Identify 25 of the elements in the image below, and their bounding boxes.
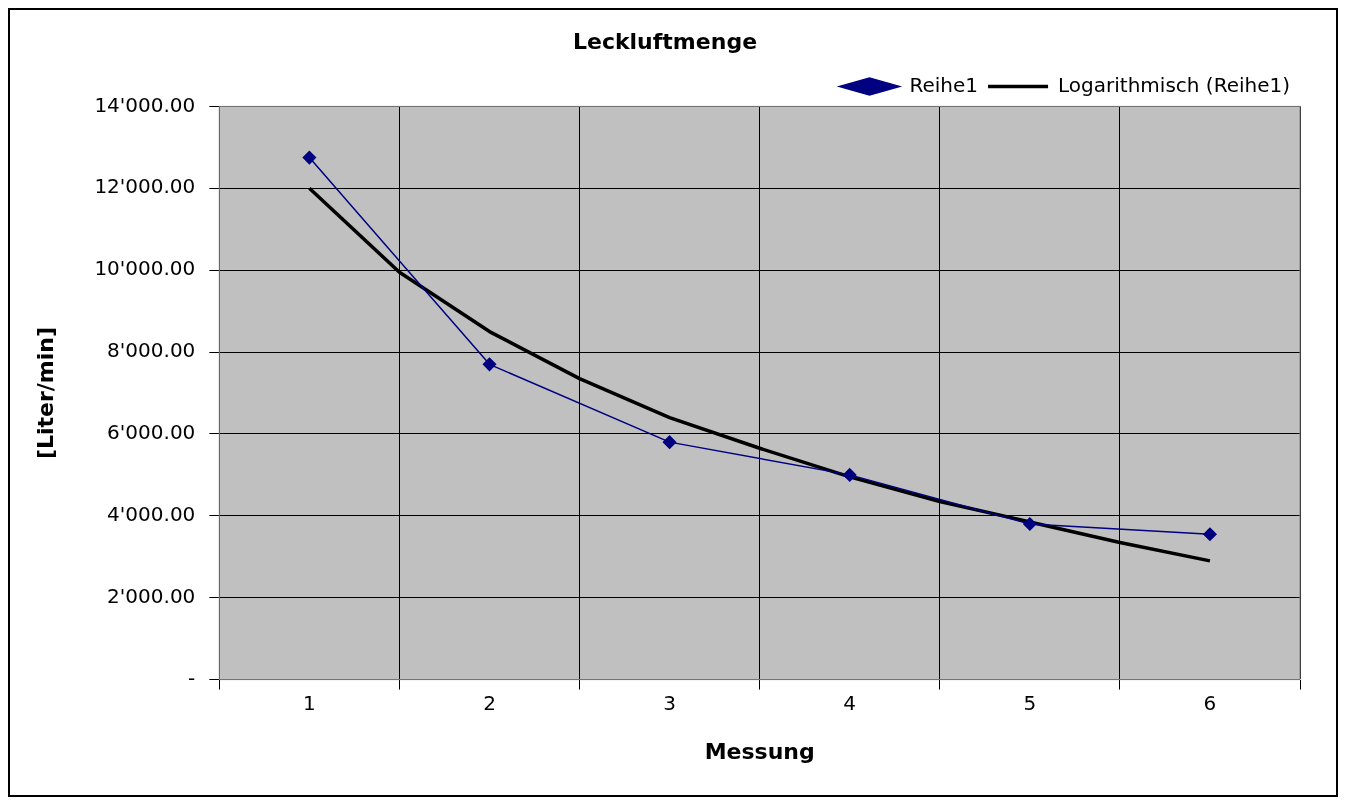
legend-label: Reihe1 (909, 72, 979, 97)
y-tick-label: 4'000.00 (107, 502, 196, 527)
y-tick-label: 2'000.00 (107, 583, 196, 608)
y-tick-label: 8'000.00 (107, 338, 196, 363)
x-tick-label: 3 (663, 690, 676, 715)
x-tick-label: 6 (1203, 690, 1217, 715)
x-tick-label: 4 (843, 690, 857, 715)
point (302, 150, 317, 165)
point (842, 468, 857, 482)
x-axis-title: Messung (704, 738, 815, 764)
x-tick-label: 1 (303, 690, 316, 715)
y-tick-label: 12'000.00 (94, 174, 196, 199)
y-axis-title: [Liter/min] (32, 326, 58, 460)
x-tick-label: 5 (1023, 690, 1037, 715)
y-tick-label: 14'000.00 (94, 92, 196, 117)
y-tick-label: 10'000.00 (94, 256, 196, 281)
y-tick-label: 6'000.00 (107, 420, 196, 445)
chart-title: Leckluftmenge (572, 28, 758, 54)
point (662, 435, 677, 449)
point (1023, 517, 1037, 531)
y-tick-label: - (188, 665, 196, 690)
point (482, 357, 497, 372)
legend-label: Logarithmisch (Reihe1) (1058, 72, 1290, 97)
x-tick-label: 2 (483, 690, 496, 715)
point (1203, 527, 1217, 541)
